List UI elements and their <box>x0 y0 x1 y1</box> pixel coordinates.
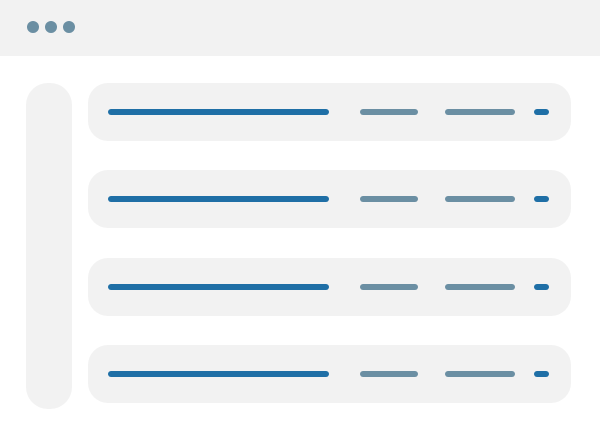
list-item[interactable] <box>88 345 571 403</box>
title-line-placeholder <box>108 109 329 115</box>
window-control-dot[interactable] <box>63 21 75 33</box>
action-line-placeholder <box>534 196 549 202</box>
title-line-placeholder <box>108 196 329 202</box>
title-line-placeholder <box>108 371 329 377</box>
list-item[interactable] <box>88 258 571 316</box>
meta-line-placeholder <box>445 371 515 377</box>
list-item[interactable] <box>88 83 571 141</box>
action-line-placeholder <box>534 284 549 290</box>
meta-line-placeholder <box>360 196 418 202</box>
meta-line-placeholder <box>445 196 515 202</box>
list-item[interactable] <box>88 170 571 228</box>
meta-line-placeholder <box>360 371 418 377</box>
window-titlebar <box>0 0 600 56</box>
title-line-placeholder <box>108 284 329 290</box>
sidebar-placeholder <box>26 83 72 409</box>
window-control-dot[interactable] <box>45 21 57 33</box>
meta-line-placeholder <box>360 109 418 115</box>
window-control-dot[interactable] <box>27 21 39 33</box>
meta-line-placeholder <box>445 109 515 115</box>
action-line-placeholder <box>534 371 549 377</box>
action-line-placeholder <box>534 109 549 115</box>
meta-line-placeholder <box>445 284 515 290</box>
meta-line-placeholder <box>360 284 418 290</box>
